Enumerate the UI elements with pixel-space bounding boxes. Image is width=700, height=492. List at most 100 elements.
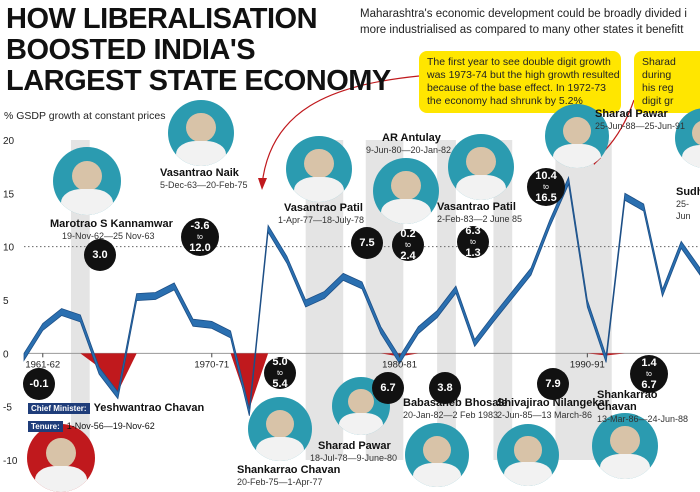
- growth-badge: 6.7: [372, 372, 404, 404]
- leader-tenure: 2-Jun-85—13 March-86: [497, 410, 593, 420]
- y-tick-label: -5: [3, 403, 12, 414]
- leader-tenure: 1-Apr-77—18-July-78: [278, 215, 365, 225]
- leader-sudhakarrao: Sudh25-Jun: [676, 186, 700, 222]
- leader-vasantrao-patil-1: Vasantrao Patil 1-Apr-77—18-July-78: [278, 202, 364, 226]
- badge-lo: 7.9: [545, 377, 561, 390]
- leader-name: Yeshwantrao Chavan: [93, 402, 205, 414]
- growth-badge: 10.4 to 16.5: [527, 168, 565, 206]
- growth-badge: 6.3 to 1.3: [457, 224, 489, 258]
- badge-joiner: to: [197, 233, 203, 241]
- y-tick-label: 5: [3, 296, 9, 307]
- portrait-vasantrao-naik: [168, 100, 234, 166]
- headline-line-1: HOW LIBERALISATION: [6, 3, 318, 35]
- portrait-sharad-pawar-2: [545, 104, 609, 168]
- subtitle-line-1: Maharashtra's economic development could…: [360, 8, 687, 20]
- leader-name: Shankarrao Chavan: [237, 464, 341, 476]
- badge-lo: 6.7: [380, 381, 396, 394]
- badge-lo: 6.3: [465, 224, 481, 237]
- callout-line: digit gr: [642, 95, 674, 107]
- growth-badge: -3.6 to 12.0: [181, 218, 219, 256]
- y-tick-label: 15: [3, 189, 15, 200]
- x-tick-label: 1961-62: [25, 359, 60, 370]
- callout-line: because of the base effect. In 1972-73: [427, 82, 607, 94]
- badge-hi: 16.5: [535, 191, 557, 204]
- leader-nilangekar: Shivajirao Nilangekar 2-Jun-85—13 March-8…: [497, 397, 609, 421]
- portrait-yeshwantrao-chavan: [27, 424, 95, 492]
- badge-joiner: to: [646, 370, 652, 378]
- badge-joiner: to: [405, 241, 411, 249]
- growth-badge: 3.8: [429, 372, 461, 404]
- portrait-marotrao-kannamwar: [53, 147, 121, 215]
- x-axis-ticks: 1961-62 1970-71 1980-81 1990-91: [25, 353, 605, 370]
- negative-growth-area: [24, 353, 700, 409]
- leader-name: Marotrao S Kannamwar: [50, 218, 173, 230]
- badge-lo: -3.6: [190, 219, 210, 232]
- chief-minister-tag: Chief Minister:: [28, 403, 90, 414]
- callout-line: the economy had shrunk by 5.2%: [427, 95, 583, 107]
- leader-name: Vasantrao Patil: [437, 201, 516, 213]
- badge-joiner: to: [543, 183, 549, 191]
- badge-lo: 0.2: [400, 227, 416, 240]
- portrait-vasantrao-patil-2: [448, 134, 514, 200]
- leader-name: Shivajirao Nilangekar: [497, 397, 609, 409]
- callout-line: his reg: [642, 82, 674, 94]
- portrait-vasantrao-patil-1: [286, 136, 352, 202]
- badge-joiner: to: [470, 238, 476, 246]
- leader-name: Sudh: [676, 186, 700, 198]
- growth-badge: 5.0 to 5.4: [264, 356, 296, 389]
- tenure-band: [493, 140, 513, 460]
- leader-name: Sharad Pawar: [318, 440, 391, 452]
- leader-antulay: AR Antulay 9-Jun-80—20-Jan-82: [366, 132, 451, 156]
- y-axis-ticks: -10 -5 0 5 10 15 20: [3, 136, 18, 467]
- callout-base-effect: The first year to see double digit growt…: [419, 51, 621, 113]
- tenure-band: [70, 140, 90, 460]
- x-tick-label: 1980-81: [382, 359, 417, 370]
- growth-badge: 7.9: [537, 368, 569, 400]
- leader-name: Babasaheb Bhosale: [403, 397, 508, 409]
- leader-shankarrao-chavan-2: Shankarrao Chavan 13-Mar-86—24-Jun-88: [597, 389, 700, 425]
- leader-tenure: 20-Feb-75—1-Apr-77: [237, 477, 323, 487]
- tenure-tag: Tenure:: [28, 421, 63, 432]
- badge-joiner: to: [277, 369, 283, 377]
- badge-lo: -0.1: [29, 377, 49, 390]
- leader-bhosale: Babasaheb Bhosale 20-Jan-82—2 Feb 1983: [403, 397, 508, 421]
- growth-badge: 1.4 to 6.7: [630, 355, 668, 393]
- leader-kannamwar: Marotrao S Kannamwar 19-Nov-62—25 Nov-63: [50, 218, 173, 242]
- x-tick-label: 1990-91: [570, 359, 605, 370]
- callout-line: was 1973-74 but the high growth resulted: [427, 69, 620, 81]
- y-tick-label: 20: [3, 136, 15, 147]
- badge-hi: 12.0: [189, 241, 211, 254]
- badge-lo: 3.8: [437, 381, 453, 394]
- leader-tenure: 19-Nov-62—25 Nov-63: [62, 231, 155, 241]
- leader-shankarrao-chavan-1: Shankarrao Chavan 20-Feb-75—1-Apr-77: [237, 464, 340, 488]
- callout-line: Sharad: [642, 56, 676, 68]
- callout-line: during: [642, 69, 672, 81]
- callout-arrow: [261, 75, 420, 186]
- leader-vasantrao-patil-2: Vasantrao Patil 2-Feb-83—2 June 85: [437, 201, 522, 225]
- portrait-babasaheb-bhosale: [405, 423, 469, 487]
- y-tick-label: -10: [3, 456, 18, 467]
- badge-hi: 2.4: [400, 249, 416, 262]
- growth-area: [23, 175, 700, 416]
- headline-line-3: LARGEST STATE ECONOMY: [6, 65, 391, 97]
- leader-tenure: 9-Jun-80—20-Jan-82: [366, 145, 452, 155]
- unit-label: % GSDP growth at constant prices: [4, 110, 166, 122]
- headline: HOW LIBERALISATION BOOSTED INDIA'S LARGE…: [6, 4, 391, 97]
- leader-tenure: 13-Mar-86—24-Jun-88: [597, 414, 689, 424]
- chief-minister-legend: Chief Minister: Yeshwantrao Chavan Tenure…: [28, 398, 204, 434]
- leader-name: Vasantrao Patil: [284, 202, 363, 214]
- growth-badge: 7.5: [351, 227, 383, 259]
- growth-line: [23, 175, 700, 416]
- x-tick-label: 1970-71: [194, 359, 229, 370]
- y-tick-label: 10: [3, 243, 15, 254]
- leader-name: Vasantrao Naik: [160, 167, 239, 179]
- badge-hi: 6.7: [641, 378, 657, 391]
- callout-sharad-pawar: Sharad during his reg digit gr: [634, 51, 700, 113]
- leader-name: Sharad Pawar: [595, 108, 668, 120]
- badge-lo: 10.4: [535, 169, 557, 182]
- leader-tenure: 25-Jun-88—25-Jun-91: [595, 121, 686, 131]
- leader-tenure: 2-Feb-83—2 June 85: [437, 214, 523, 224]
- headline-line-2: BOOSTED INDIA'S: [6, 34, 256, 66]
- leader-tenure: 1-Nov-56—19-Nov-62: [66, 421, 155, 431]
